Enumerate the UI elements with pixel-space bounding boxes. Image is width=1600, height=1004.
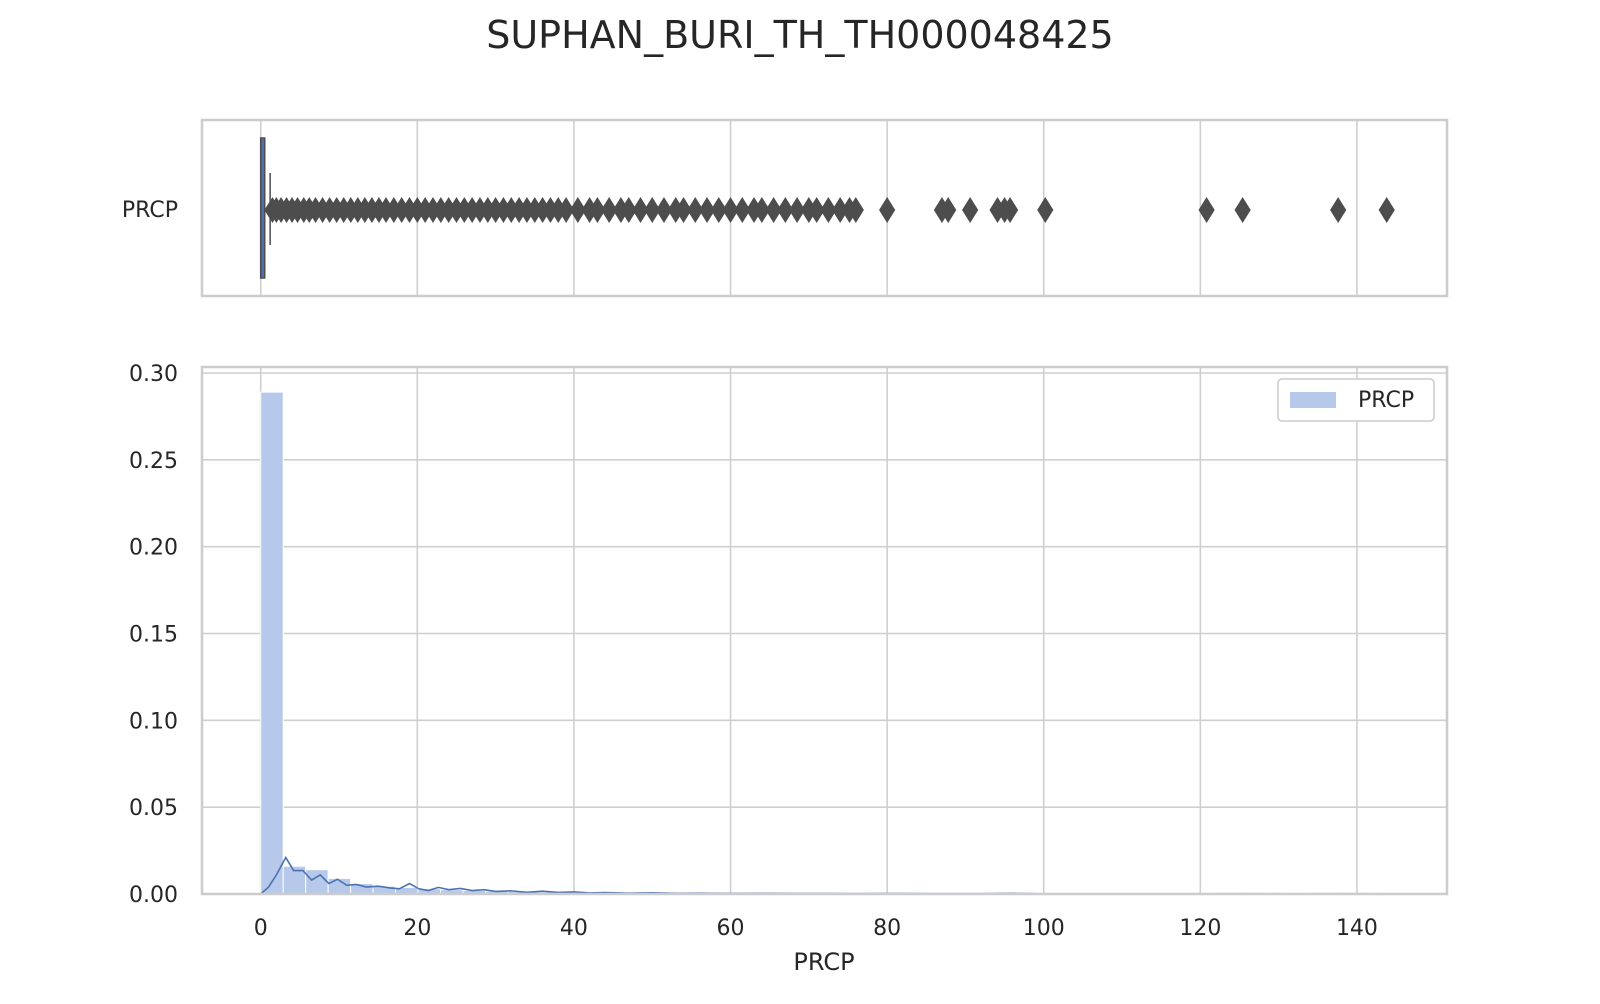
x-tick-label: 100 (1023, 916, 1065, 941)
y-tick-label: 0.10 (129, 709, 178, 734)
box-plot-outlier (1331, 198, 1346, 222)
histogram-x-tick-labels: 0 20 40 60 80 100 120 140 (254, 916, 1378, 941)
x-tick-label: 20 (403, 916, 431, 941)
x-tick-label: 60 (717, 916, 745, 941)
histogram-y-tick-labels: 0.00 0.05 0.10 0.15 0.20 0.25 0.30 (129, 362, 178, 908)
legend-label: PRCP (1358, 388, 1414, 413)
legend-swatch (1290, 392, 1336, 408)
y-tick-label: 0.20 (129, 536, 178, 561)
histogram-bar (261, 392, 283, 894)
y-tick-label: 0.30 (129, 362, 178, 387)
box-plot-category-label: PRCP (122, 198, 178, 223)
histogram-grid (202, 367, 1447, 894)
x-tick-label: 120 (1179, 916, 1221, 941)
box-plot-outlier (963, 198, 978, 222)
histogram-panel: 0.00 0.05 0.10 0.15 0.20 0.25 0.30 0 20 40 60 80 10… (129, 362, 1447, 976)
x-tick-label: 140 (1336, 916, 1378, 941)
legend: PRCP (1278, 379, 1434, 421)
x-tick-label: 40 (560, 916, 588, 941)
box-plot-outlier (1038, 198, 1053, 222)
histogram-bar (306, 870, 328, 894)
chart-title: SUPHAN_BURI_TH_TH000048425 (486, 13, 1114, 57)
x-axis-label: PRCP (793, 948, 854, 976)
histogram-bars (261, 392, 1385, 894)
y-tick-label: 0.05 (129, 796, 178, 821)
box-plot-outlier (880, 198, 895, 222)
y-tick-label: 0.25 (129, 449, 178, 474)
box-plot-outlier (1199, 198, 1214, 222)
y-tick-label: 0.00 (129, 883, 178, 908)
x-tick-label: 80 (873, 916, 901, 941)
y-tick-label: 0.15 (129, 623, 178, 648)
x-tick-label: 0 (254, 916, 268, 941)
box-plot-outlier (1235, 198, 1250, 222)
box-plot-outliers (265, 198, 1394, 222)
box-plot-outlier (1379, 198, 1394, 222)
box-plot-panel: PRCP (122, 120, 1447, 296)
histogram-frame (202, 367, 1447, 894)
